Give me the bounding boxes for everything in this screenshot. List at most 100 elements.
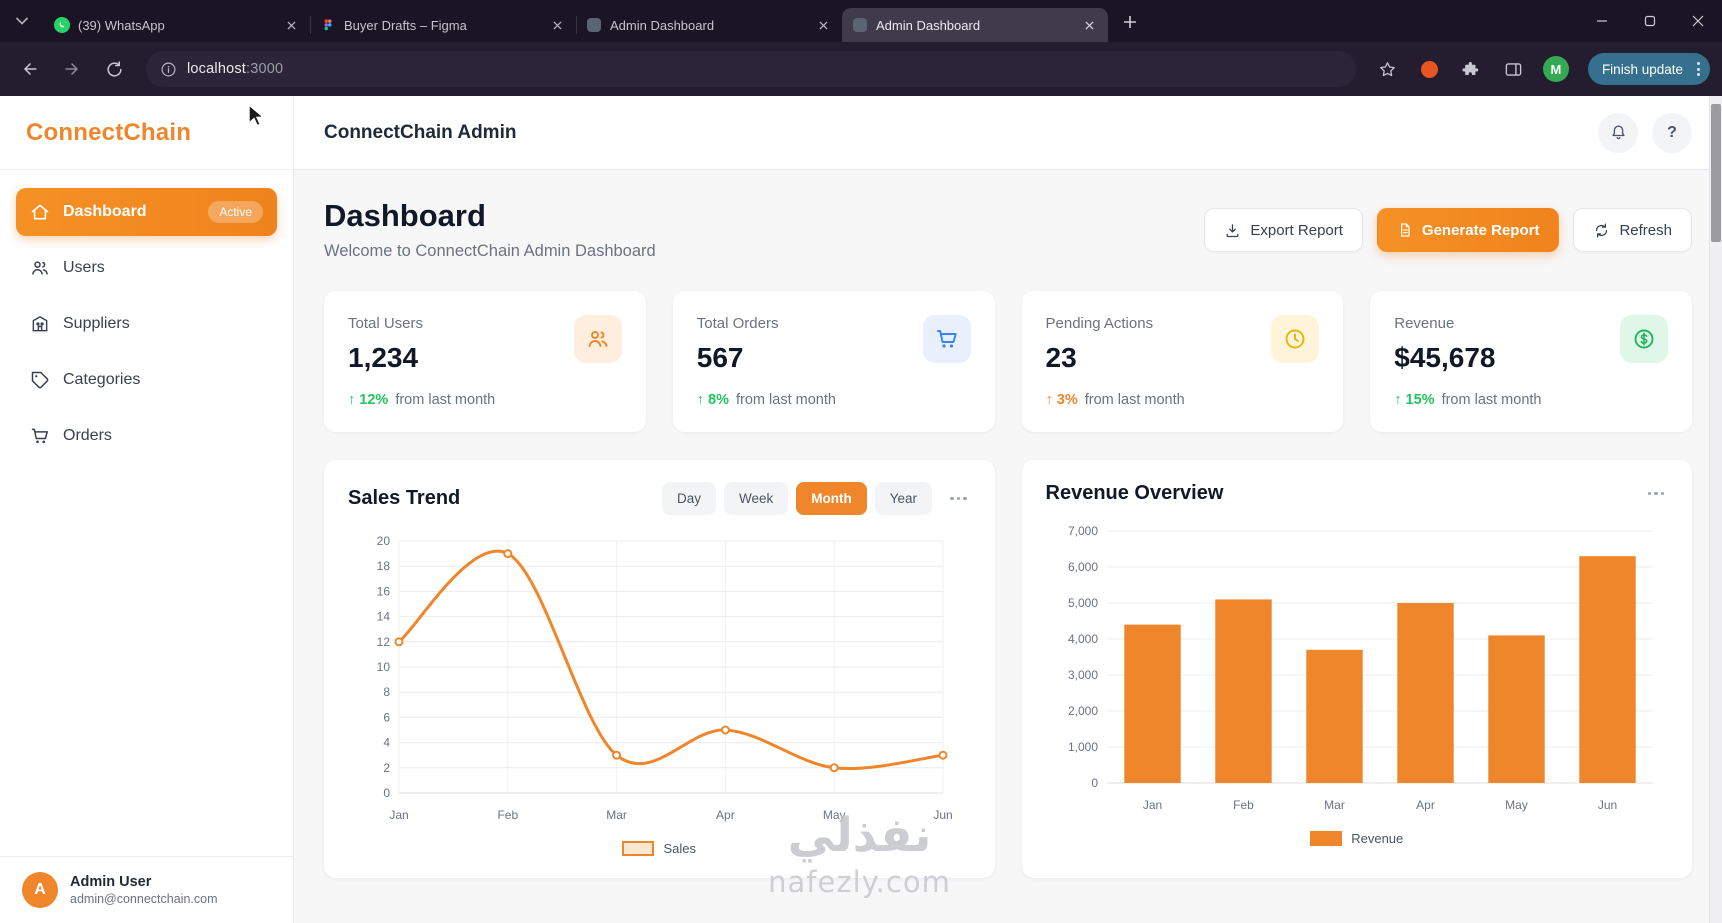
- back-button[interactable]: [12, 51, 48, 87]
- user-name: Admin User: [70, 874, 152, 890]
- site-info-icon[interactable]: [160, 61, 177, 78]
- tab-admin-dashboard-2[interactable]: Admin Dashboard: [842, 8, 1108, 42]
- svg-text:20: 20: [377, 534, 391, 548]
- notifications-button[interactable]: [1598, 112, 1638, 153]
- refresh-label: Refresh: [1619, 221, 1672, 239]
- page-subtitle: Welcome to ConnectChain Admin Dashboard: [324, 242, 656, 260]
- svg-text:Jun: Jun: [934, 808, 953, 822]
- stat-label: Total Users: [348, 315, 424, 332]
- users-stat-icon: [573, 315, 622, 363]
- bookmark-button[interactable]: [1370, 51, 1406, 87]
- sidebar-item-users[interactable]: Users: [16, 244, 277, 292]
- browser-menu-icon[interactable]: [1693, 58, 1704, 80]
- tab-close-icon[interactable]: [1080, 16, 1098, 34]
- help-button[interactable]: ?: [1652, 112, 1692, 153]
- svg-text:8: 8: [384, 685, 391, 699]
- tab-whatsapp[interactable]: (39) WhatsApp: [44, 8, 310, 42]
- tab-label: Admin Dashboard: [876, 17, 981, 33]
- chevron-down-icon: [16, 17, 28, 25]
- minimize-button[interactable]: [1578, 0, 1626, 42]
- sales-more-menu-icon[interactable]: [946, 489, 971, 509]
- revenue-legend-label: Revenue: [1351, 831, 1404, 846]
- export-report-label: Export Report: [1250, 221, 1343, 239]
- filter-day[interactable]: Day: [661, 482, 716, 515]
- sidebar-item-categories[interactable]: Categories: [16, 356, 277, 404]
- stat-value: 567: [696, 342, 744, 373]
- finish-update-button[interactable]: Finish update: [1587, 53, 1710, 85]
- filter-year[interactable]: Year: [874, 482, 932, 515]
- svg-text:10: 10: [377, 660, 391, 674]
- svg-text:1,000: 1,000: [1068, 740, 1098, 754]
- topbar-title: ConnectChain Admin: [324, 121, 517, 143]
- new-tab-button[interactable]: [1112, 4, 1148, 40]
- user-avatar: A: [22, 872, 58, 908]
- sidebar-item-dashboard[interactable]: Dashboard Active: [16, 188, 277, 236]
- document-icon: [1400, 223, 1410, 237]
- svg-text:3,000: 3,000: [1068, 668, 1098, 682]
- main-panel: Dashboard Welcome to ConnectChain Admin …: [294, 170, 1722, 923]
- sales-filter-chips: Day Week Month Year: [661, 482, 971, 515]
- tab-label: Buyer Drafts – Figma: [344, 17, 467, 33]
- svg-text:4: 4: [384, 736, 391, 750]
- svg-text:0: 0: [384, 786, 391, 800]
- tab-close-icon[interactable]: [814, 16, 832, 34]
- tab-close-icon[interactable]: [548, 16, 566, 34]
- reload-button[interactable]: [96, 51, 132, 87]
- url-host: localhost: [187, 61, 247, 77]
- stat-note: from last month: [1441, 392, 1542, 408]
- page-scrollbar[interactable]: [1709, 96, 1722, 923]
- stat-note: from last month: [736, 392, 836, 408]
- stat-card-revenue: Revenue $45,678 ↑ 15% from last month: [1370, 291, 1692, 432]
- sidebar-item-label: Dashboard: [63, 203, 147, 220]
- sales-legend[interactable]: Sales: [348, 841, 971, 856]
- svg-text:Apr: Apr: [716, 808, 735, 822]
- close-window-button[interactable]: [1674, 0, 1722, 42]
- generate-report-button[interactable]: Generate Report: [1376, 208, 1560, 252]
- address-bar[interactable]: localhost:3000: [146, 51, 1356, 87]
- help-icon: ?: [1667, 123, 1677, 141]
- profile-button[interactable]: M: [1538, 51, 1574, 87]
- svg-text:0: 0: [1091, 776, 1098, 790]
- sidebar-item-orders[interactable]: Orders: [16, 412, 277, 460]
- whatsapp-icon: [54, 17, 70, 33]
- building-icon: [32, 316, 48, 332]
- stat-card-total-orders: Total Orders 567 ↑ 8% from last month: [672, 291, 995, 432]
- stat-label: Total Orders: [696, 315, 779, 332]
- url-text[interactable]: localhost:3000: [187, 61, 283, 77]
- tab-figma[interactable]: Buyer Drafts – Figma: [310, 8, 576, 42]
- download-icon: [1226, 223, 1239, 237]
- export-report-button[interactable]: Export Report: [1204, 208, 1363, 252]
- side-panel-button[interactable]: [1496, 51, 1532, 87]
- forward-button[interactable]: [54, 51, 90, 87]
- tab-admin-dashboard-1[interactable]: Admin Dashboard: [576, 8, 842, 42]
- revenue-more-menu-icon[interactable]: [1644, 484, 1669, 504]
- sidebar-item-label: Users: [63, 259, 105, 276]
- tab-close-icon[interactable]: [282, 16, 300, 34]
- sidebar: ConnectChain Dashboard Active Users Supp…: [0, 96, 294, 923]
- refresh-button[interactable]: Refresh: [1573, 208, 1692, 252]
- cart-icon: [31, 428, 48, 444]
- reload-icon: [106, 60, 122, 77]
- scrollbar-thumb[interactable]: [1711, 104, 1721, 242]
- filter-month[interactable]: Month: [796, 482, 867, 515]
- svg-text:Jun: Jun: [1598, 798, 1617, 812]
- sales-legend-swatch: [622, 841, 655, 856]
- app-logo[interactable]: ConnectChain: [26, 118, 192, 146]
- content-area: ConnectChain Admin ? Dashboard Welcome t…: [294, 96, 1722, 923]
- extension-shortcut[interactable]: [1412, 51, 1448, 87]
- stat-card-pending-actions: Pending Actions 23 ↑ 3% from last month: [1021, 291, 1344, 432]
- stat-delta: ↑ 15%: [1394, 392, 1435, 408]
- svg-text:14: 14: [377, 610, 391, 624]
- sales-chart-svg: Jan Feb Mar Apr May Jun 0 2 4 6 8 10 12 14 16 18 20: [377, 534, 953, 822]
- page-head: Dashboard Welcome to ConnectChain Admin …: [324, 198, 1692, 261]
- revenue-legend[interactable]: Revenue: [1046, 831, 1669, 846]
- sidebar-item-label: Categories: [63, 371, 141, 388]
- sales-trend-card: Sales Trend Day Week Month Year Jan Feb Ma…: [324, 460, 995, 878]
- tab-search-button[interactable]: [0, 0, 44, 42]
- maximize-button[interactable]: [1626, 0, 1674, 42]
- filter-week[interactable]: Week: [723, 482, 789, 515]
- bell-icon: [1611, 125, 1625, 140]
- sidebar-user[interactable]: A Admin User admin@connectchain.com: [0, 856, 293, 923]
- sidebar-item-suppliers[interactable]: Suppliers: [16, 300, 277, 348]
- extensions-button[interactable]: [1454, 51, 1490, 87]
